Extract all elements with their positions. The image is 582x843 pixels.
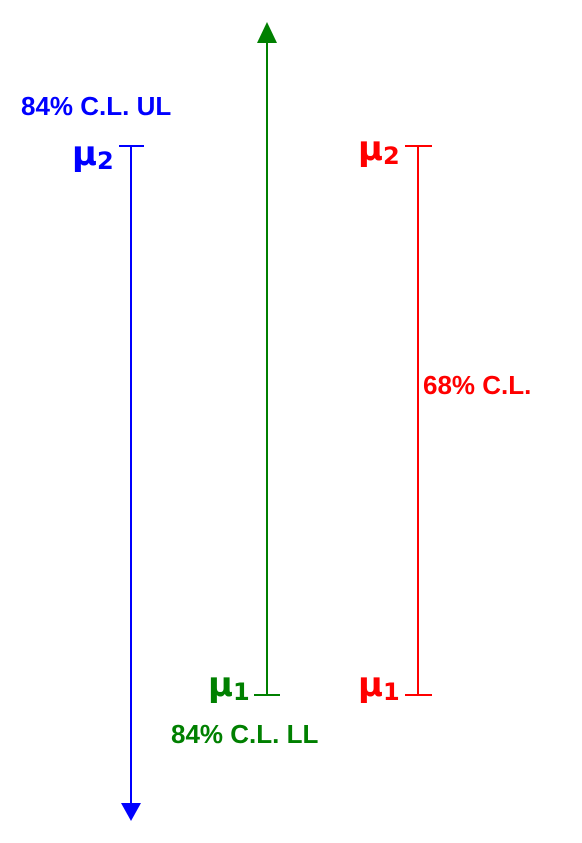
lower-limit-mu-symbol: μ <box>208 665 233 705</box>
upper-limit-group: 84% C.L. UL μ2 <box>21 91 171 821</box>
interval-mu2-label: μ2 <box>358 129 400 170</box>
down-arrowhead-icon <box>121 803 141 821</box>
upper-limit-mu-subscript: 2 <box>97 147 114 175</box>
interval-mu1-symbol: μ <box>358 665 383 705</box>
central-interval-group: μ2 68% C.L. μ1 <box>358 129 531 706</box>
up-arrowhead-icon <box>257 22 277 43</box>
interval-mu1-label: μ1 <box>358 665 400 706</box>
lower-limit-group: μ1 84% C.L. LL <box>171 22 318 749</box>
upper-limit-caption: 84% C.L. UL <box>21 91 171 121</box>
upper-limit-mu2-label: μ2 <box>72 134 114 175</box>
lower-limit-mu1-label: μ1 <box>208 665 250 706</box>
interval-mu2-symbol: μ <box>358 129 383 169</box>
interval-mu1-subscript: 1 <box>383 678 400 706</box>
lower-limit-caption: 84% C.L. LL <box>171 719 318 749</box>
upper-limit-mu-symbol: μ <box>72 134 97 174</box>
lower-limit-mu-subscript: 1 <box>233 678 250 706</box>
interval-mu2-subscript: 2 <box>383 142 400 170</box>
interval-caption: 68% C.L. <box>423 370 531 400</box>
